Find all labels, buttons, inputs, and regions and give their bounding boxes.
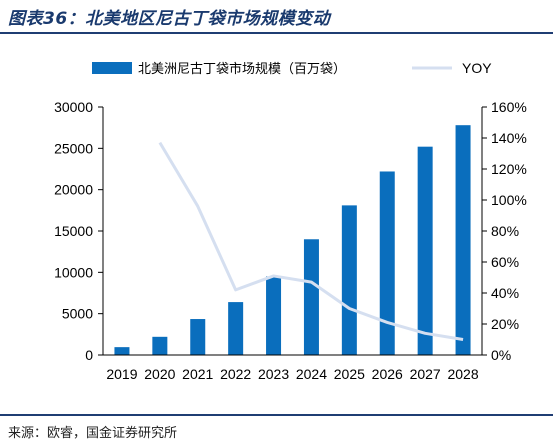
x-tick-label: 2028	[447, 366, 478, 382]
right-tick-label: 100%	[491, 192, 527, 208]
right-axis-ticks: 0% 20% 40% 60% 80% 100% 120% 140% 160%	[482, 99, 527, 363]
left-tick-label: 30000	[54, 99, 93, 115]
bar-2027	[417, 146, 433, 355]
right-tick-label: 140%	[491, 130, 527, 146]
left-axis-ticks: 0 5000 10000 15000 20000 25000 30000	[54, 99, 103, 363]
legend-bar-swatch	[92, 62, 132, 74]
figure-title: 图表36：北美地区尼古丁袋市场规模变动	[8, 9, 331, 29]
left-tick-label: 20000	[54, 182, 93, 198]
right-tick-label: 120%	[491, 161, 527, 177]
left-tick-label: 15000	[54, 223, 93, 239]
x-tick-label: 2019	[106, 366, 137, 382]
bottom-rule	[0, 414, 553, 416]
legend: 北美洲尼古丁袋市场规模（百万袋） YOY	[92, 60, 492, 77]
bar-2026	[379, 171, 395, 355]
bar-2023	[266, 276, 282, 355]
top-rule	[0, 32, 553, 34]
right-tick-label: 40%	[491, 285, 519, 301]
x-tick-label: 2026	[372, 366, 403, 382]
bar-2025	[341, 205, 357, 355]
left-tick-label: 5000	[62, 306, 93, 322]
bar-2019	[114, 347, 130, 355]
bar-2020	[152, 336, 168, 355]
left-tick-label: 10000	[54, 264, 93, 280]
source-note: 来源：欧睿，国金证券研究所	[8, 426, 178, 441]
right-tick-label: 0%	[491, 347, 511, 363]
legend-line-label: YOY	[462, 60, 492, 76]
x-tick-label: 2020	[144, 366, 175, 382]
chart: 北美洲尼古丁袋市场规模（百万袋） YOY 0 5000 10000 15000 2000…	[54, 60, 527, 382]
x-axis-ticks: 2019 2020 2021 2022 2023 2024 2025 2026 2027 2028	[106, 366, 478, 382]
bar-series	[114, 125, 471, 355]
legend-bar-label: 北美洲尼古丁袋市场规模（百万袋）	[138, 61, 346, 77]
x-tick-label: 2022	[220, 366, 251, 382]
left-tick-label: 0	[85, 347, 93, 363]
x-tick-label: 2025	[334, 366, 365, 382]
right-tick-label: 20%	[491, 316, 519, 332]
yoy-series	[158, 141, 464, 341]
bar-2021	[190, 319, 206, 355]
bar-2024	[303, 239, 319, 355]
right-tick-label: 80%	[491, 223, 519, 239]
bar-2028	[455, 125, 471, 355]
x-tick-label: 2024	[296, 366, 327, 382]
right-tick-label: 160%	[491, 99, 527, 115]
right-tick-label: 60%	[491, 254, 519, 270]
x-tick-label: 2027	[410, 366, 441, 382]
x-tick-label: 2021	[182, 366, 213, 382]
bar-2022	[228, 302, 244, 355]
x-tick-label: 2023	[258, 366, 289, 382]
left-tick-label: 25000	[54, 140, 93, 156]
